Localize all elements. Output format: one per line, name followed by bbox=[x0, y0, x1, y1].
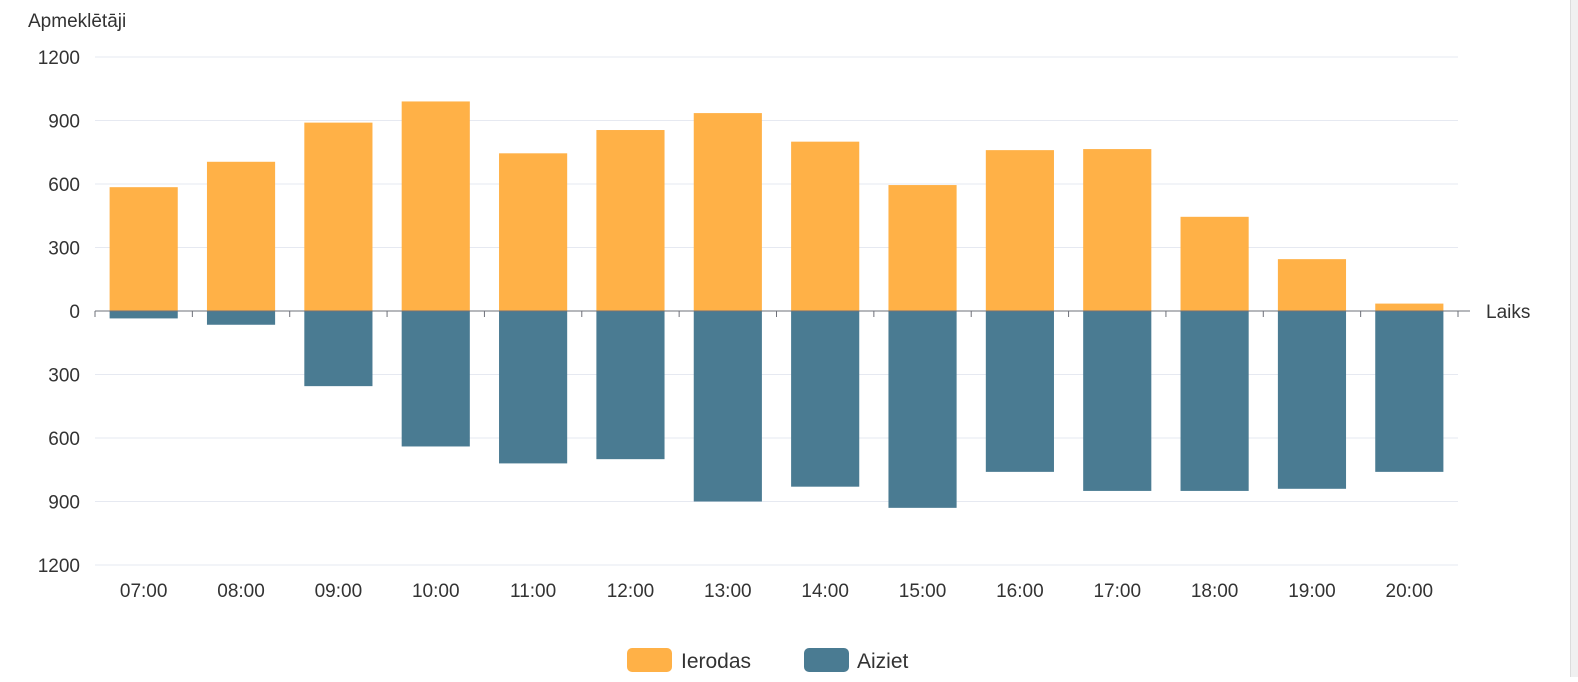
y-tick-label: 600 bbox=[48, 429, 80, 450]
bar-aiziet bbox=[596, 311, 665, 460]
bar-ierodas bbox=[1277, 259, 1347, 311]
bar-aiziet bbox=[304, 311, 373, 387]
y-tick-label: 900 bbox=[48, 493, 80, 514]
legend-swatch bbox=[804, 648, 849, 672]
x-tick-label: 12:00 bbox=[607, 581, 655, 602]
x-tick-label: 17:00 bbox=[1093, 581, 1141, 602]
bar-ierodas bbox=[1180, 216, 1249, 311]
y-tick-label: 900 bbox=[48, 112, 80, 133]
bar-ierodas bbox=[985, 150, 1054, 311]
bar-ierodas bbox=[888, 185, 957, 311]
bar-ierodas bbox=[1083, 149, 1152, 311]
bar-ierodas bbox=[206, 161, 276, 311]
x-tick-label: 13:00 bbox=[704, 581, 752, 602]
x-tick-label: 14:00 bbox=[801, 581, 849, 602]
y-axis-title: Apmeklētāji bbox=[28, 11, 126, 32]
bar-ierodas bbox=[401, 101, 470, 311]
legend-swatch bbox=[627, 648, 672, 672]
bars-layer bbox=[109, 101, 1444, 508]
bar-aiziet bbox=[109, 311, 178, 319]
bar-ierodas bbox=[791, 141, 860, 311]
bar-aiziet bbox=[1375, 311, 1444, 472]
bar-ierodas bbox=[1375, 303, 1444, 311]
bar-aiziet bbox=[206, 311, 276, 325]
x-tick-label: 11:00 bbox=[510, 581, 556, 602]
bar-ierodas bbox=[693, 113, 762, 311]
x-tick-label: 16:00 bbox=[996, 581, 1044, 602]
bar-aiziet bbox=[693, 311, 762, 502]
legend-item: Ierodas bbox=[627, 648, 751, 673]
x-tick-label: 15:00 bbox=[899, 581, 947, 602]
y-tick-label: 300 bbox=[48, 366, 80, 387]
bar-aiziet bbox=[1277, 311, 1347, 489]
x-tick-label: 08:00 bbox=[217, 581, 265, 602]
x-tick-label: 18:00 bbox=[1191, 581, 1239, 602]
x-axis-title: Laiks bbox=[1486, 302, 1530, 323]
x-tick-label: 07:00 bbox=[120, 581, 168, 602]
y-tick-label: 300 bbox=[48, 239, 80, 260]
x-tick-label: 09:00 bbox=[315, 581, 363, 602]
bar-aiziet bbox=[985, 311, 1054, 472]
bar-aiziet bbox=[1083, 311, 1152, 491]
legend-item: Aiziet bbox=[804, 648, 909, 673]
y-tick-label: 1200 bbox=[38, 556, 80, 577]
bar-ierodas bbox=[499, 153, 568, 311]
axes-layer: 1200 900 600 300 0 300 600 900 1200 07:00 08:00 09:… bbox=[38, 48, 1470, 602]
legend-label: Ierodas bbox=[681, 650, 751, 673]
bar-ierodas bbox=[109, 187, 178, 311]
bar-ierodas bbox=[304, 122, 373, 311]
bar-aiziet bbox=[888, 311, 957, 508]
legend: Ierodas Aiziet bbox=[627, 648, 909, 673]
bar-aiziet bbox=[1180, 311, 1249, 491]
x-tick-label: 10:00 bbox=[412, 581, 460, 602]
x-tick-label: 19:00 bbox=[1288, 581, 1336, 602]
y-tick-label: 1200 bbox=[38, 48, 80, 69]
bar-ierodas bbox=[596, 130, 665, 311]
bar-aiziet bbox=[791, 311, 860, 487]
x-tick-label: 20:00 bbox=[1386, 581, 1434, 602]
y-tick-label: 600 bbox=[48, 175, 80, 196]
y-tick-label: 0 bbox=[69, 302, 80, 323]
legend-label: Aiziet bbox=[857, 650, 909, 673]
scrollbar-edge bbox=[1570, 0, 1578, 677]
bar-aiziet bbox=[499, 311, 568, 464]
bar-aiziet bbox=[401, 311, 470, 447]
